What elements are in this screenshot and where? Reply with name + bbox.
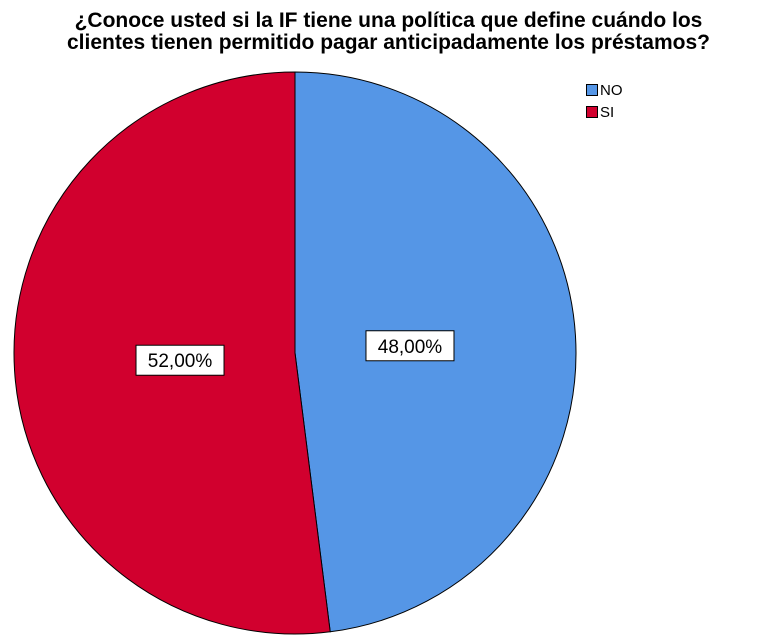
- chart-title-line-2: clientes tienen permitido pagar anticipa…: [66, 31, 710, 54]
- chart-title-line-1: ¿Conoce usted si la IF tiene una polític…: [74, 9, 703, 32]
- data-label-text-si: 52,00%: [148, 351, 213, 372]
- legend-label-no: NO: [600, 81, 623, 99]
- legend-swatch-no: [586, 84, 598, 96]
- data-label-si: 52,00%: [135, 344, 225, 376]
- legend: NO SI: [586, 79, 623, 123]
- legend-swatch-si: [586, 106, 598, 118]
- data-label-no: 48,00%: [365, 330, 455, 362]
- chart-title: ¿Conoce usted si la IF tiene una polític…: [0, 10, 777, 54]
- data-label-text-no: 48,00%: [378, 337, 443, 358]
- legend-item-no: NO: [586, 79, 623, 101]
- legend-label-si: SI: [600, 103, 615, 121]
- legend-item-si: SI: [586, 101, 623, 123]
